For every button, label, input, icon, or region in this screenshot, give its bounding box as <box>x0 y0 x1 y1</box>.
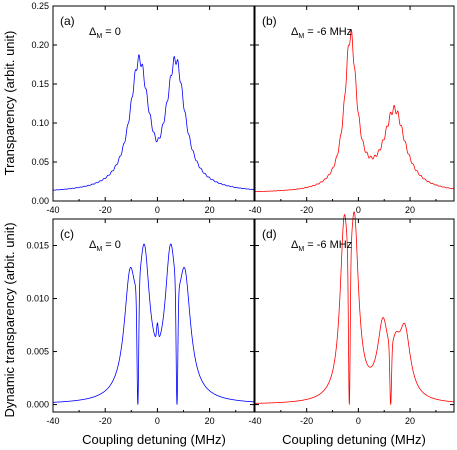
y-tick-label-c: 0.000 <box>26 400 49 410</box>
y-tick-label-a: 0.00 <box>31 196 49 206</box>
panels: -40 -20 0 20 0.00 0.05 0.10 0.15 0.20 0.25 (a) ΔM =… <box>26 1 455 426</box>
x-tick-label-a: -20 <box>99 205 112 215</box>
x-tick-label-c: 20 <box>205 416 215 426</box>
x-tick-label-a: -40 <box>46 205 59 215</box>
plot-frame-a <box>52 5 255 202</box>
x-tick-label-d: -20 <box>300 416 313 426</box>
y-tick-label-c: 0.015 <box>26 241 49 251</box>
chart-panel-c: -40 -20 0 20 0.000 0.005 0.010 0.015 (c) ΔM = 0 <box>26 218 255 426</box>
panel-label-c: (c) <box>60 227 74 241</box>
y-tick-label-a: 0.10 <box>31 118 49 128</box>
x-tick-label-c: -20 <box>99 416 112 426</box>
x-tick-label-c: 0 <box>155 416 160 426</box>
series-line-a <box>53 54 255 191</box>
series-line-d <box>254 211 455 405</box>
ylabel-bottom: Dynamic transparency (arbit. unit) <box>2 222 17 417</box>
chart-panel-b: -40 -20 0 20 (b) ΔM = -6 MHz <box>248 5 455 215</box>
x-tick-label-b: 20 <box>405 205 415 215</box>
y-tick-label-c: 0.005 <box>26 347 49 357</box>
series-line-b <box>255 29 455 193</box>
x-tick-label-d: 20 <box>405 416 415 426</box>
x-tick-label-a: 20 <box>205 205 215 215</box>
panel-label-d: (d) <box>262 227 277 241</box>
detuning-annotation-d: ΔM = -6 MHz <box>291 239 352 253</box>
chart-panel-a: -40 -20 0 20 0.00 0.05 0.10 0.15 0.20 0.25 (a) ΔM =… <box>31 1 255 215</box>
y-tick-label-a: 0.05 <box>31 157 49 167</box>
panel-label-b: (b) <box>262 14 277 28</box>
detuning-annotation-c: ΔM = 0 <box>89 239 121 253</box>
plot-frame-c <box>52 218 255 413</box>
x-tick-label-d: 0 <box>356 416 361 426</box>
y-tick-label-a: 0.20 <box>31 40 49 50</box>
detuning-annotation-b: ΔM = -6 MHz <box>291 26 352 40</box>
xlabel-right: Coupling detuning (MHz) <box>282 432 426 447</box>
y-tick-label-a: 0.15 <box>31 79 49 89</box>
plot-frame-d <box>254 218 455 413</box>
ylabel-top: Transparency (arbit. unit) <box>2 31 17 176</box>
detuning-annotation-a: ΔM = 0 <box>89 26 121 40</box>
y-tick-label-c: 0.010 <box>26 294 49 304</box>
x-tick-label-b: -40 <box>248 205 261 215</box>
series-line-c <box>53 243 255 405</box>
x-tick-label-d: -40 <box>248 416 261 426</box>
x-tick-label-b: 0 <box>356 205 361 215</box>
x-tick-label-b: -20 <box>300 205 313 215</box>
x-tick-label-c: -40 <box>46 416 59 426</box>
panel-label-a: (a) <box>60 14 75 28</box>
chart-panel-d: -40 -20 0 20 (d) ΔM = -6 MHz <box>248 211 455 426</box>
x-tick-label-a: 0 <box>155 205 160 215</box>
y-tick-label-a: 0.25 <box>31 1 49 11</box>
plot-frame-b <box>254 5 455 202</box>
xlabel-left: Coupling detuning (MHz) <box>82 432 226 447</box>
